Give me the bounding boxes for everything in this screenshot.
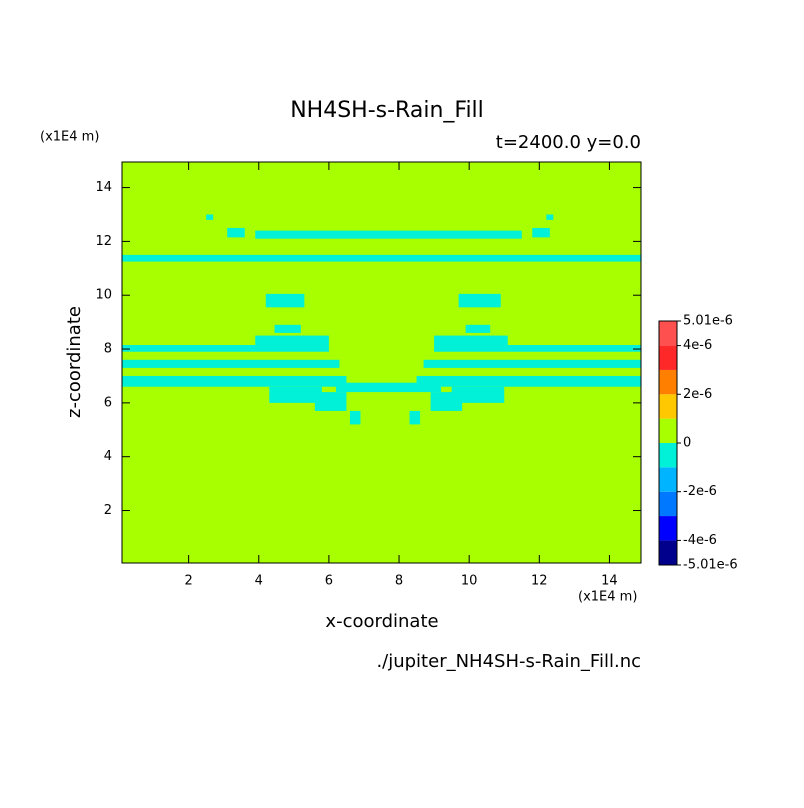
field-region: [265, 293, 305, 308]
field-region: [458, 293, 501, 308]
y-tick-label: 2: [104, 503, 112, 518]
field-region: [274, 324, 301, 333]
field-region: [349, 410, 361, 425]
chart-subtitle: t=2400.0 y=0.0: [496, 132, 641, 153]
field-region: [423, 359, 641, 368]
colorbar-tick-label: -5.01e-6: [683, 558, 738, 573]
y-unit: (x1E4 m): [40, 130, 99, 145]
field-region: [335, 382, 442, 393]
field-region: [122, 254, 641, 262]
colorbar-segment: [659, 467, 677, 492]
y-tick-label: 14: [95, 180, 112, 195]
field-region: [409, 410, 421, 425]
y-tick-label: 4: [104, 449, 112, 464]
field-region: [532, 227, 550, 238]
y-axis-label: z-coordinate: [64, 306, 85, 418]
colorbar-tick-label: 5.01e-6: [683, 314, 733, 329]
x-tick-label: 10: [461, 574, 478, 589]
colorbar-tick-label: -4e-6: [683, 533, 717, 548]
colorbar-segment: [659, 516, 677, 541]
colorbar-tick-label: 2e-6: [683, 387, 712, 402]
colorbar-segment: [659, 345, 677, 370]
colorbar-tick-label: -2e-6: [683, 484, 717, 499]
colorbar-segment: [659, 491, 677, 517]
field-region: [546, 214, 554, 220]
plot-frame: [121, 161, 642, 564]
x-tick-label: 6: [325, 574, 333, 589]
x-axis-label: x-coordinate: [325, 611, 438, 632]
y-tick-label: 10: [95, 288, 112, 303]
x-unit: (x1E4 m): [578, 590, 637, 605]
field-region: [255, 335, 329, 346]
colorbar-segment: [659, 443, 677, 468]
x-tick-label: 2: [184, 574, 192, 589]
chart-title: NH4SH-s-Rain_Fill: [290, 98, 484, 123]
source-file: ./jupiter_NH4SH-s-Rain_Fill.nc: [376, 651, 641, 672]
x-tick-label: 8: [395, 574, 403, 589]
field-region: [416, 375, 641, 387]
field-region: [269, 386, 322, 403]
colorbar-segment: [659, 369, 677, 395]
field-region: [451, 386, 505, 403]
field-region: [434, 345, 641, 352]
field-region: [465, 324, 491, 333]
field-region: [430, 392, 463, 411]
y-tick-label: 6: [104, 395, 112, 410]
y-tick-label: 12: [95, 234, 112, 249]
field-region: [122, 375, 347, 387]
colorbar-tick-label: 0: [683, 436, 691, 451]
colorbar-segment: [659, 540, 677, 565]
field-region: [255, 230, 522, 239]
colorbar-segment: [659, 394, 677, 419]
field-region: [227, 227, 245, 238]
colorbar-tick-label: 4e-6: [683, 338, 712, 353]
field-region: [434, 335, 508, 346]
field-region: [122, 359, 340, 368]
x-tick-label: 14: [601, 574, 618, 589]
x-tick-label: 12: [531, 574, 548, 589]
field-region: [206, 214, 214, 220]
colorbar-segment: [659, 418, 677, 443]
field-region: [314, 392, 347, 411]
x-tick-label: 4: [255, 574, 263, 589]
field-region: [122, 345, 329, 352]
y-tick-label: 8: [104, 342, 112, 357]
colorbar-segment: [659, 321, 677, 346]
